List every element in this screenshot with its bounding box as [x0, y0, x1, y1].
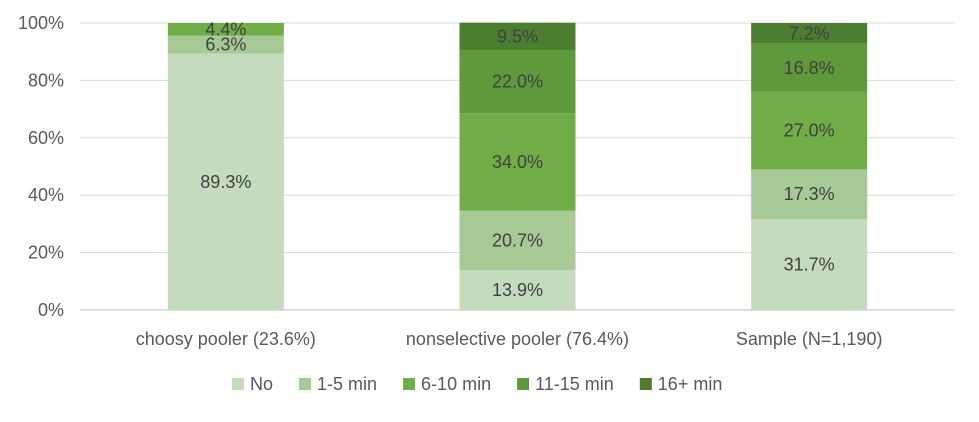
data-label: 22.0%: [492, 72, 543, 92]
legend-label: 11-15 min: [535, 374, 614, 394]
bar-segment: [459, 49, 576, 114]
data-label: 16.8%: [784, 58, 835, 78]
data-label: 27.0%: [784, 121, 835, 141]
data-label: 7.2%: [789, 23, 830, 43]
bar-segment: [751, 219, 868, 310]
x-category-label: Sample (N=1,190): [736, 329, 883, 349]
bar-segment: [459, 113, 576, 211]
y-tick-label: 100%: [18, 13, 64, 33]
legend-swatch: [403, 378, 416, 390]
bar-segment: [751, 91, 868, 170]
y-tick-label: 20%: [28, 243, 64, 263]
bar-segment: [751, 43, 868, 92]
legend: No 1-5 min 6-10 min 11-15 min 16+ min: [232, 374, 722, 394]
bar-segment: [751, 169, 868, 220]
y-axis: 0% 20% 40% 60% 80% 100%: [18, 13, 64, 320]
legend-swatch: [299, 378, 312, 390]
bar-segment: [459, 270, 576, 310]
bar-segment: [167, 53, 284, 311]
data-label: 31.7%: [784, 255, 835, 275]
data-label: 6.3%: [205, 35, 246, 55]
legend-label: 16+ min: [658, 374, 723, 394]
x-category-label: choosy pooler (23.6%): [136, 329, 316, 349]
x-axis: choosy pooler (23.6%) nonselective pooler…: [136, 329, 883, 349]
legend-swatch: [639, 378, 652, 390]
data-label: 13.9%: [492, 280, 543, 300]
x-category-label: nonselective pooler (76.4%): [406, 329, 629, 349]
data-label: 34.0%: [492, 152, 543, 172]
bar-segment: [459, 210, 576, 271]
bar-segment: [167, 23, 284, 36]
legend-label: 6-10 min: [421, 374, 491, 394]
y-tick-label: 0%: [38, 300, 64, 320]
data-label: 89.3%: [200, 172, 251, 192]
legend-label: 1-5 min: [317, 374, 377, 394]
y-tick-label: 40%: [28, 185, 64, 205]
data-labels: 89.3% 6.3%4.4% 13.9% 20.7% 34.0% 22.0% 9.5% 31.…: [200, 19, 834, 300]
data-label: 4.4%: [205, 19, 246, 39]
y-tick-label: 60%: [28, 128, 64, 148]
legend-swatch: [232, 378, 244, 390]
legend-swatch: [517, 378, 530, 390]
bar-segment: [751, 23, 868, 44]
bars: [167, 22, 868, 311]
bar-segment: [167, 35, 284, 54]
legend-label: No: [250, 374, 273, 394]
data-label: 17.3%: [784, 184, 835, 204]
y-tick-label: 80%: [28, 70, 64, 90]
data-label: 20.7%: [492, 230, 543, 250]
data-label: 9.5%: [497, 26, 538, 46]
bar-segment: [459, 22, 576, 50]
